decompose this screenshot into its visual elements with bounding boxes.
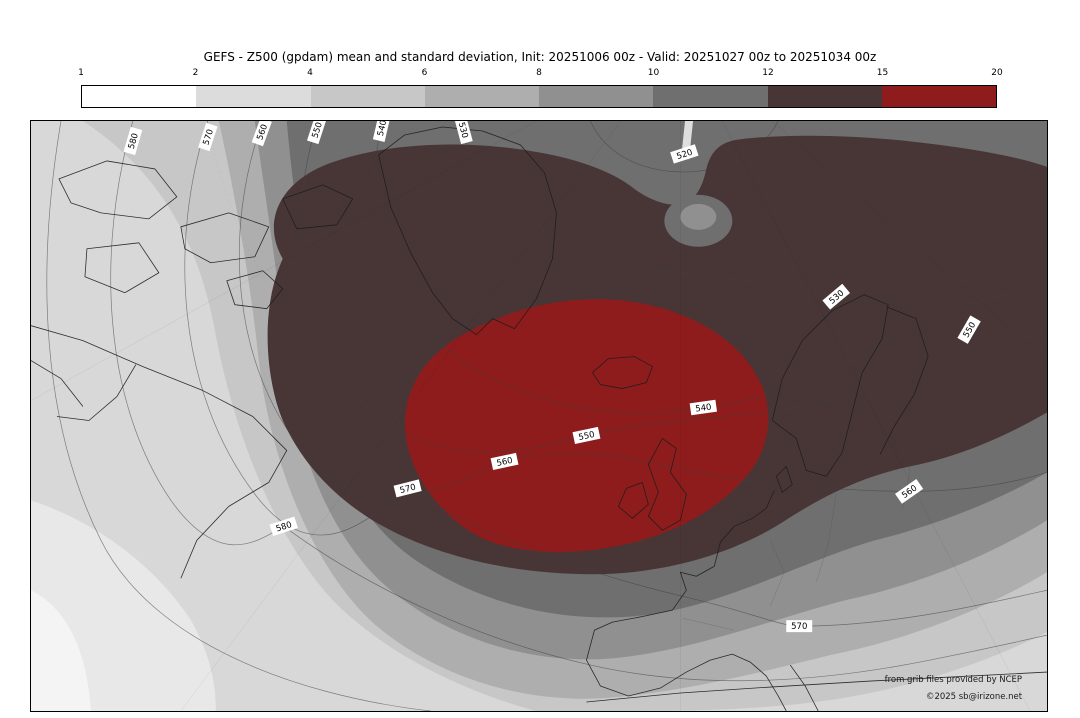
colorbar-tick: 12 — [762, 68, 774, 78]
colorbar-segment — [767, 86, 882, 107]
attribution-copyright: ©2025 sb@irizone.net — [926, 691, 1023, 701]
stddev-shading — [31, 121, 1047, 711]
svg-text:560: 560 — [496, 455, 514, 468]
graticule — [31, 121, 1047, 711]
svg-text:550: 550 — [309, 121, 324, 139]
colorbar-segment — [82, 86, 197, 107]
contour-label: 560 — [490, 452, 519, 470]
svg-text:520: 520 — [675, 147, 693, 162]
colorbar-tick: 15 — [876, 68, 889, 78]
colorbar-segment — [310, 86, 425, 107]
colorbar-segment — [539, 86, 654, 107]
svg-text:570: 570 — [201, 128, 216, 146]
contour-label: 560 — [251, 121, 272, 147]
svg-text:540: 540 — [375, 121, 388, 137]
contour-label: 580 — [269, 516, 298, 537]
svg-text:550: 550 — [578, 429, 596, 442]
svg-text:530: 530 — [457, 121, 471, 139]
contour-label: 570 — [198, 122, 218, 152]
contour-label: 540 — [372, 121, 391, 142]
height-contours — [46, 121, 1047, 711]
svg-text:570: 570 — [791, 621, 807, 631]
svg-text:580: 580 — [126, 132, 140, 150]
contour-label: 550 — [307, 121, 327, 145]
contour-label: 580 — [123, 126, 143, 156]
map-canvas: 580 570 560 550 540 530 520 530 550 540 … — [31, 121, 1047, 711]
page-title: GEFS - Z500 (gpdam) mean and standard de… — [203, 50, 877, 64]
colorbar-tick: 1 — [78, 68, 84, 78]
colorbar — [81, 85, 997, 108]
colorbar-segment — [196, 86, 311, 107]
colorbar-ticks: 1 2 4 6 8 10 12 15 20 — [78, 68, 1003, 80]
map-frame: 580 570 560 550 540 530 520 530 550 540 … — [30, 120, 1048, 712]
contour-label: 520 — [670, 144, 699, 164]
svg-text:570: 570 — [399, 482, 417, 496]
attribution: from grib files provided by NCEP ©2025 s… — [885, 674, 1023, 701]
colorbar-tick: 2 — [192, 68, 199, 78]
svg-text:540: 540 — [695, 401, 712, 413]
colorbar-tick: 4 — [307, 68, 313, 78]
colorbar-tick: 6 — [421, 68, 428, 78]
colorbar-segment — [653, 86, 768, 107]
colorbar-segment — [424, 86, 539, 107]
colorbar-tick: 10 — [647, 68, 660, 78]
colorbar-segment — [881, 86, 996, 107]
contour-label: 540 — [689, 399, 718, 416]
contour-labels: 580 570 560 550 540 530 520 530 550 540 … — [123, 121, 981, 633]
contour-label: 570 — [786, 620, 813, 633]
contour-label: 530 — [454, 121, 473, 145]
colorbar-tick: 20 — [991, 68, 1003, 78]
contour-label: 550 — [572, 426, 601, 445]
svg-text:580: 580 — [275, 519, 293, 534]
attribution-source: from grib files provided by NCEP — [885, 674, 1022, 684]
colorbar-tick: 8 — [536, 68, 542, 78]
contour-label: 570 — [393, 479, 422, 498]
